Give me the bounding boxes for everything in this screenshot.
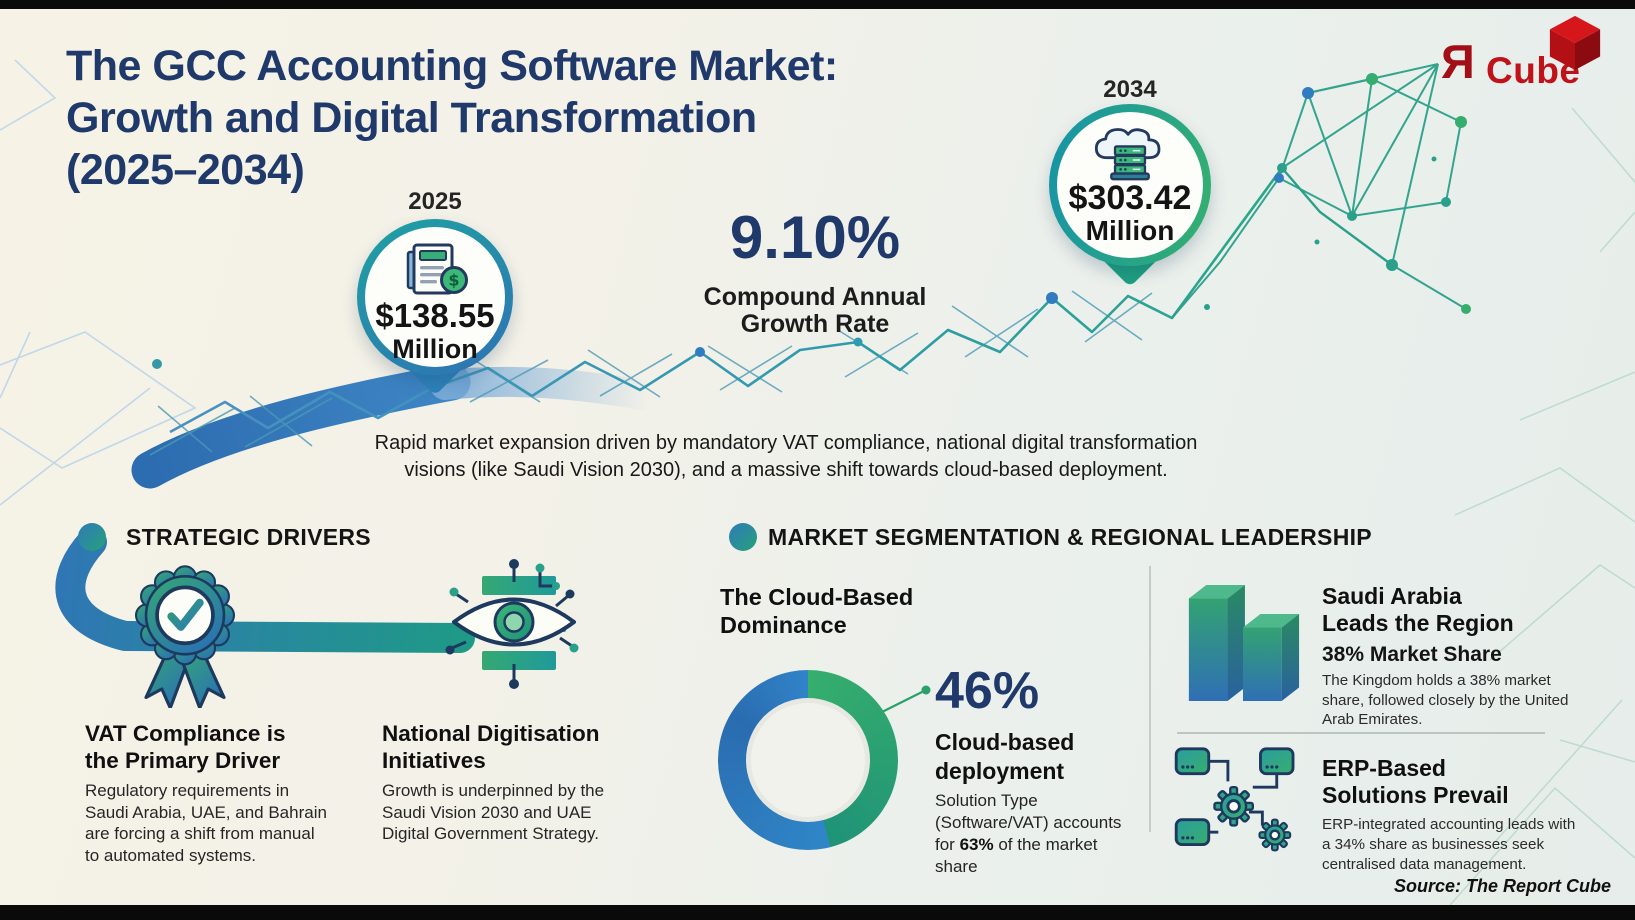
- strategic-drivers-bullet-icon: [78, 523, 106, 551]
- growth-line-branch: [1281, 167, 1393, 266]
- digitisation-driver-body: Growth is underpinned by the Saudi Visio…: [382, 781, 605, 843]
- strategic-flow-band: [55, 527, 475, 653]
- donut-hole: [746, 698, 870, 822]
- vat-driver-title-line-2: the Primary Driver: [85, 748, 281, 773]
- page-title-line-3: (2025–2034): [66, 146, 305, 194]
- network-node-dots: [152, 73, 1471, 369]
- solution-type-note: Solution Type (Software/VAT) accounts fo…: [935, 790, 1143, 878]
- end-market-value: $303.42: [1068, 179, 1192, 217]
- cloud-stat-value: 46%: [935, 662, 1040, 720]
- digitisation-title-line-1: National Digitisation: [382, 721, 600, 746]
- erp-title: ERP-Based Solutions Prevail: [1322, 755, 1509, 809]
- note-prefix: Solution Type (Software/VAT) accounts fo…: [935, 791, 1122, 854]
- vat-driver-title: VAT Compliance is the Primary Driver: [85, 720, 285, 774]
- cloud-server-icon: [1094, 128, 1161, 181]
- growth-zigzag-line: [169, 167, 1284, 434]
- cagr-label-line-1: Compound Annual: [703, 283, 927, 311]
- cloud-title-line-1: The Cloud-Based: [720, 584, 914, 610]
- market-description-line-1: Rapid market expansion driven by mandato…: [374, 432, 1198, 454]
- horizontal-divider: [1177, 732, 1545, 734]
- dollar-glyph: $: [448, 271, 459, 290]
- cloud-stat-label: Cloud-based deployment: [935, 728, 1155, 786]
- cloud-stat-label-line-1: Cloud-based: [935, 729, 1075, 755]
- light-geometry-topleft: [0, 59, 197, 506]
- erp-network-gears-icon: [1174, 747, 1295, 852]
- strategic-drivers-heading: STRATEGIC DRIVERS: [126, 524, 371, 550]
- digitisation-title-line-2: Initiatives: [382, 748, 486, 773]
- segmentation-bullet-icon: [729, 523, 757, 551]
- digitisation-driver-title: National Digitisation Initiatives: [382, 720, 600, 774]
- start-year-label: 2025: [408, 188, 462, 215]
- market-pin-2034: $303.42 Million: [1049, 104, 1211, 288]
- cloud-deployment-donut-chart: [718, 670, 898, 850]
- segmentation-heading: MARKET SEGMENTATION & REGIONAL LEADERSHI…: [768, 524, 1372, 550]
- page-title-line-1: The GCC Accounting Software Market:: [66, 42, 838, 90]
- page-title: The GCC Accounting Software Market: Grow…: [66, 40, 986, 196]
- light-geometry-right: [1449, 107, 1635, 906]
- cagr-label-line-2: Growth Rate: [740, 310, 890, 338]
- saudi-title: Saudi Arabia Leads the Region: [1322, 583, 1514, 637]
- erp-title-line-1: ERP-Based: [1322, 755, 1446, 781]
- cagr-label: Compound Annual Growth Rate: [630, 284, 1000, 338]
- cloud-title-line-2: Dominance: [720, 612, 847, 638]
- swoosh-fade-tail: [430, 366, 663, 411]
- start-market-unit: Million: [392, 334, 478, 364]
- saudi-body: The Kingdom holds a 38% market share, fo…: [1322, 672, 1569, 728]
- vat-driver-title-line-1: VAT Compliance is: [85, 721, 286, 746]
- saudi-market-share: 38% Market Share: [1322, 643, 1502, 666]
- donut-callout-connector: [881, 685, 931, 713]
- top-letterbox-bar: [0, 0, 1635, 9]
- erp-title-line-2: Solutions Prevail: [1322, 782, 1509, 808]
- network-mesh: [1171, 63, 1467, 319]
- market-pin-2025: $ $138.55 Million: [357, 219, 513, 396]
- erp-body: ERP-integrated accounting leads with a 3…: [1322, 816, 1576, 873]
- market-description: Rapid market expansion driven by mandato…: [336, 430, 1236, 484]
- note-bold-value: 63%: [959, 835, 994, 854]
- bottom-letterbox-bar: [0, 905, 1635, 920]
- blue-swoosh-band: [131, 363, 471, 489]
- red-3d-cube-icon: [1549, 15, 1601, 71]
- award-ribbon-check-icon: [134, 565, 236, 708]
- saudi-title-line-1: Saudi Arabia: [1322, 583, 1462, 609]
- pin-body-2034: $303.42 Million: [1057, 112, 1203, 258]
- cagr-value: 9.10%: [729, 204, 901, 271]
- note-suffix: of the market share: [935, 835, 1098, 876]
- saudi-title-line-2: Leads the Region: [1322, 610, 1514, 636]
- source-note: Source: The Report Cube: [1393, 876, 1611, 896]
- page-title-line-2: Growth and Digital Transformation: [66, 94, 757, 142]
- pin-body-2025: $ $138.55 Million: [365, 227, 505, 367]
- end-market-unit: Million: [1085, 215, 1175, 246]
- end-year-label: 2034: [1103, 76, 1157, 103]
- invoice-dollar-icon: $: [406, 243, 468, 295]
- digital-eye-circuit-icon: [445, 559, 579, 689]
- cloud-stat-label-line-2: deployment: [935, 758, 1065, 784]
- cloud-dominance-title: The Cloud-Based Dominance: [720, 583, 960, 639]
- vertical-divider: [1149, 566, 1151, 832]
- logo-mark: Я: [1441, 35, 1475, 88]
- start-market-value: $138.55: [375, 297, 495, 334]
- market-description-line-2: visions (like Saudi Vision 2030), and a …: [404, 459, 1168, 481]
- vat-driver-body: Regulatory requirements in Saudi Arabia,…: [85, 781, 327, 865]
- bar-chart-3d-icon: [1188, 585, 1300, 701]
